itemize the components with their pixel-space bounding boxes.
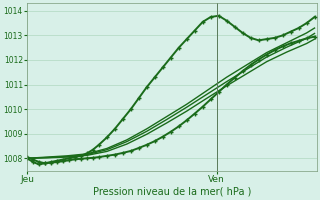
X-axis label: Pression niveau de la mer( hPa ): Pression niveau de la mer( hPa ): [92, 187, 251, 197]
